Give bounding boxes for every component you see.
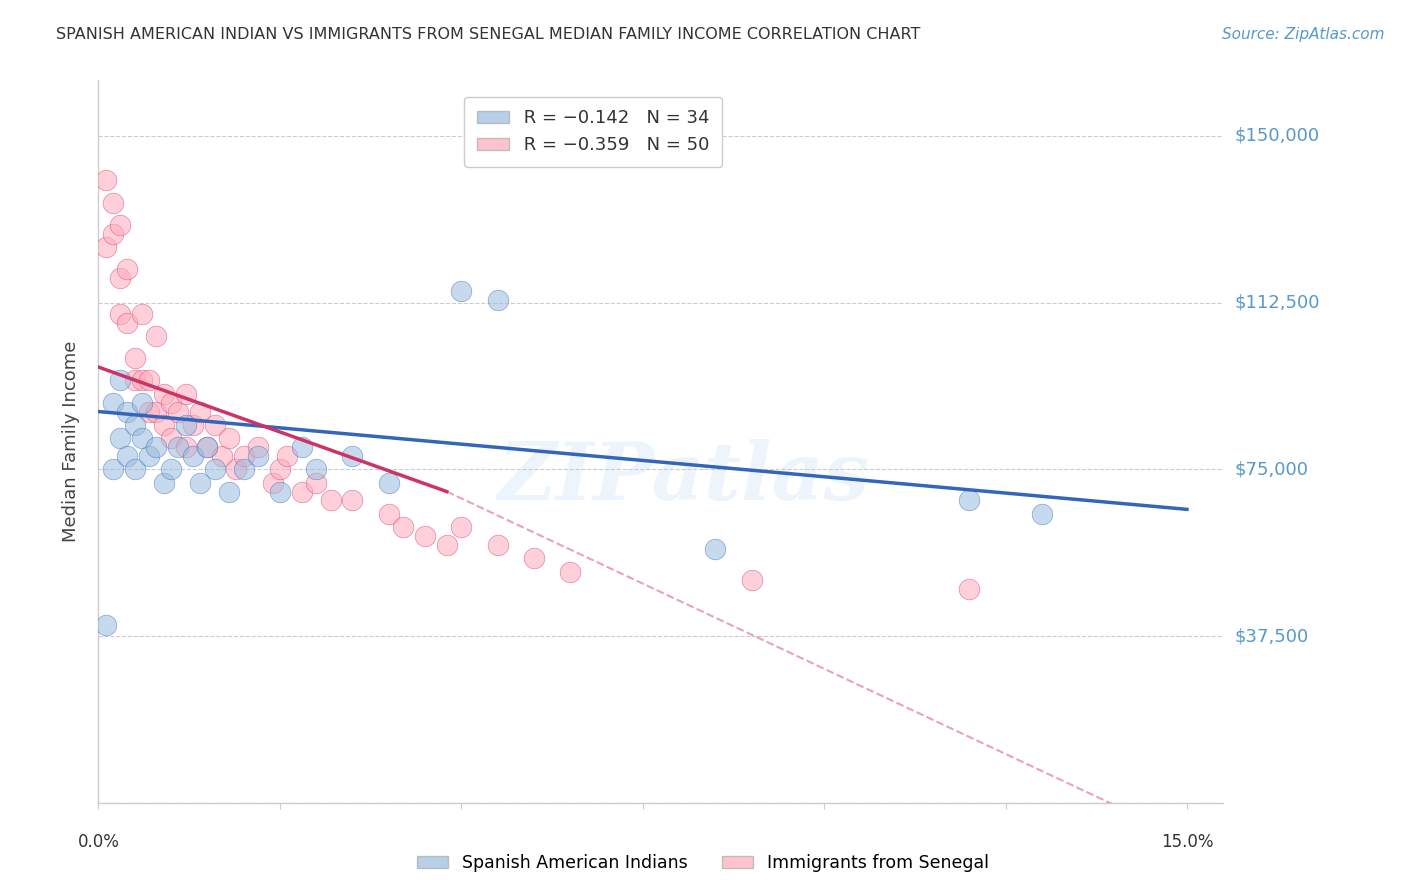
- Point: [558, 565, 581, 579]
- Point: [117, 316, 139, 330]
- Point: [101, 227, 124, 241]
- Point: [218, 431, 240, 445]
- Point: [131, 395, 153, 409]
- Point: [124, 351, 146, 366]
- Point: [145, 440, 167, 454]
- Point: [160, 431, 183, 445]
- Point: [138, 373, 160, 387]
- Point: [188, 475, 211, 490]
- Point: [138, 404, 160, 418]
- Point: [269, 484, 291, 499]
- Point: [291, 440, 314, 454]
- Point: [160, 462, 183, 476]
- Point: [413, 529, 436, 543]
- Point: [117, 404, 139, 418]
- Point: [167, 440, 190, 454]
- Point: [94, 618, 117, 632]
- Point: [305, 462, 328, 476]
- Point: [392, 520, 415, 534]
- Point: [195, 440, 218, 454]
- Point: [319, 493, 342, 508]
- Point: [131, 431, 153, 445]
- Point: [450, 285, 472, 299]
- Point: [450, 520, 472, 534]
- Point: [94, 173, 117, 187]
- Point: [138, 449, 160, 463]
- Point: [195, 440, 218, 454]
- Point: [269, 462, 291, 476]
- Point: [124, 373, 146, 387]
- Point: [117, 262, 139, 277]
- Point: [232, 462, 254, 476]
- Point: [108, 271, 131, 285]
- Point: [101, 195, 124, 210]
- Text: $112,500: $112,500: [1234, 293, 1320, 311]
- Point: [188, 404, 211, 418]
- Point: [174, 440, 197, 454]
- Point: [486, 538, 509, 552]
- Point: [262, 475, 284, 490]
- Text: $150,000: $150,000: [1234, 127, 1319, 145]
- Point: [486, 293, 509, 308]
- Point: [145, 404, 167, 418]
- Point: [247, 449, 270, 463]
- Point: [211, 449, 233, 463]
- Text: $37,500: $37,500: [1234, 627, 1309, 645]
- Text: $75,000: $75,000: [1234, 460, 1309, 478]
- Point: [523, 551, 546, 566]
- Point: [174, 417, 197, 432]
- Point: [108, 431, 131, 445]
- Text: Source: ZipAtlas.com: Source: ZipAtlas.com: [1222, 27, 1385, 42]
- Point: [124, 417, 146, 432]
- Point: [377, 475, 399, 490]
- Point: [181, 417, 204, 432]
- Point: [108, 218, 131, 232]
- Point: [218, 484, 240, 499]
- Point: [225, 462, 247, 476]
- Point: [145, 329, 167, 343]
- Text: 0.0%: 0.0%: [77, 833, 120, 851]
- Point: [957, 493, 980, 508]
- Point: [160, 395, 183, 409]
- Point: [131, 307, 153, 321]
- Point: [152, 417, 174, 432]
- Point: [181, 449, 204, 463]
- Point: [152, 386, 174, 401]
- Point: [174, 386, 197, 401]
- Point: [305, 475, 328, 490]
- Text: SPANISH AMERICAN INDIAN VS IMMIGRANTS FROM SENEGAL MEDIAN FAMILY INCOME CORRELAT: SPANISH AMERICAN INDIAN VS IMMIGRANTS FR…: [56, 27, 921, 42]
- Point: [741, 574, 763, 588]
- Legend: Spanish American Indians, Immigrants from Senegal: Spanish American Indians, Immigrants fro…: [409, 847, 997, 879]
- Point: [204, 462, 226, 476]
- Point: [204, 417, 226, 432]
- Point: [108, 307, 131, 321]
- Point: [342, 449, 364, 463]
- Point: [247, 440, 270, 454]
- Point: [117, 449, 139, 463]
- Point: [232, 449, 254, 463]
- Y-axis label: Median Family Income: Median Family Income: [62, 341, 80, 542]
- Point: [167, 404, 190, 418]
- Point: [94, 240, 117, 254]
- Point: [124, 462, 146, 476]
- Point: [101, 395, 124, 409]
- Point: [276, 449, 298, 463]
- Point: [108, 373, 131, 387]
- Point: [377, 507, 399, 521]
- Point: [1031, 507, 1053, 521]
- Point: [342, 493, 364, 508]
- Point: [704, 542, 727, 557]
- Point: [101, 462, 124, 476]
- Point: [152, 475, 174, 490]
- Point: [957, 582, 980, 597]
- Legend:  R = −0.142   N = 34,  R = −0.359   N = 50: R = −0.142 N = 34, R = −0.359 N = 50: [464, 96, 723, 167]
- Text: 15.0%: 15.0%: [1161, 833, 1213, 851]
- Text: ZIPatlas: ZIPatlas: [498, 439, 869, 516]
- Point: [291, 484, 314, 499]
- Point: [436, 538, 458, 552]
- Point: [131, 373, 153, 387]
